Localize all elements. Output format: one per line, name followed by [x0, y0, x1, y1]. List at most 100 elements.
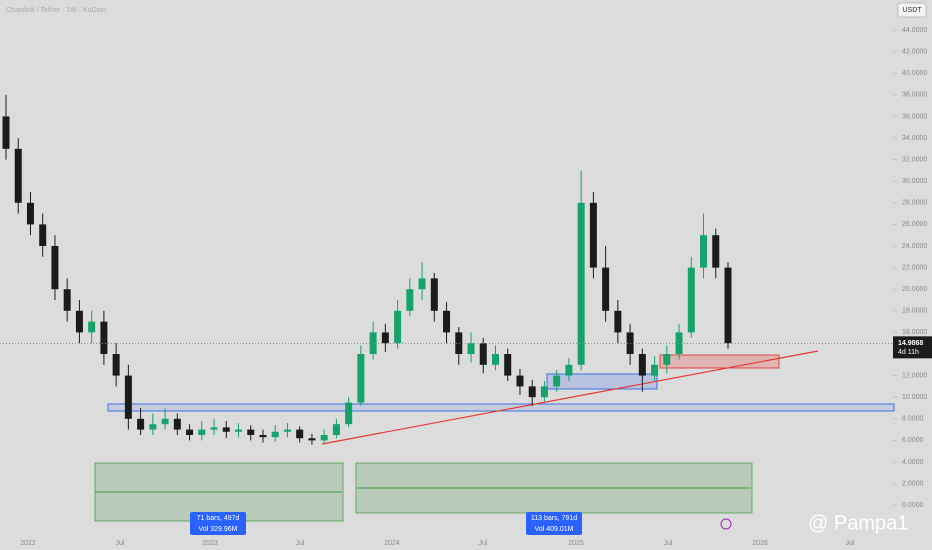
y-tick-label: 0.0000 — [902, 502, 924, 509]
candle-body — [259, 434, 267, 438]
x-tick-label: 2025 — [568, 540, 584, 547]
measure-bars: 71 bars, 497d — [197, 515, 240, 522]
candle-body — [614, 310, 622, 333]
candle-body — [39, 224, 47, 247]
y-tick-label: 20.0000 — [902, 286, 927, 293]
y-tick-label: 12.0000 — [902, 372, 927, 379]
candle-body — [26, 202, 34, 225]
candle-body — [296, 429, 304, 439]
candle-body — [663, 353, 671, 365]
candle-body — [577, 202, 585, 365]
candle-body — [332, 424, 340, 435]
candle-body — [406, 289, 414, 311]
candle-body — [430, 278, 438, 311]
candle-body — [479, 343, 487, 365]
chart-title: Chainlink / Tether · 1W · KuCoin — [6, 7, 106, 14]
candle-body — [565, 364, 573, 376]
candle-body — [553, 375, 561, 387]
y-tick-label: 32.0000 — [902, 156, 927, 163]
candle-body — [198, 429, 206, 435]
candle-body — [467, 343, 475, 354]
candle-body — [137, 418, 145, 430]
y-tick-label: 4.0000 — [902, 459, 924, 466]
candle-body — [675, 332, 683, 354]
y-tick-label: 28.0000 — [902, 200, 927, 207]
candle-body — [394, 310, 402, 344]
x-tick-label: Jul — [296, 540, 305, 547]
candle-body — [75, 310, 83, 333]
x-tick-label: Jul — [116, 540, 125, 547]
candle-body — [700, 235, 708, 268]
candle-body — [345, 402, 353, 425]
candle-body — [504, 353, 512, 376]
candle-body — [271, 431, 279, 438]
last-price-label: 14.9868 — [898, 340, 923, 347]
candle-body — [602, 267, 610, 311]
y-tick-label: 40.0000 — [902, 70, 927, 77]
candle-body — [724, 267, 732, 344]
y-tick-label: 34.0000 — [902, 135, 927, 142]
candle-body — [369, 332, 377, 354]
candle-body — [455, 332, 463, 354]
candle-body — [357, 353, 365, 403]
candle-body — [418, 278, 426, 290]
candle-body — [443, 310, 451, 333]
watermark: @ Pampa1 — [808, 512, 908, 534]
y-tick-label: 2.0000 — [902, 480, 924, 487]
candle-body — [2, 116, 10, 149]
candle-body — [51, 246, 59, 290]
y-tick-label: 30.0000 — [902, 178, 927, 185]
y-tick-label: 16.0000 — [902, 329, 927, 336]
y-tick-label: 10.0000 — [902, 394, 927, 401]
y-tick-label: 42.0000 — [902, 48, 927, 55]
x-tick-label: Jul — [846, 540, 855, 547]
candle-body — [100, 321, 108, 354]
measure-volume: Vol 329.96M — [199, 526, 238, 533]
candle-body — [112, 353, 120, 376]
candle-body — [320, 434, 328, 441]
candle-body — [687, 267, 695, 333]
y-tick-label: 18.0000 — [902, 308, 927, 315]
measure-bars: 113 bars, 791d — [531, 515, 577, 522]
candle-body — [210, 427, 218, 430]
candle-body — [63, 289, 71, 311]
candle-body — [308, 438, 316, 441]
currency[interactable]: USDT — [902, 7, 922, 14]
y-tick-label: 36.0000 — [902, 113, 927, 120]
candle-body — [638, 353, 646, 376]
candle-body — [712, 235, 720, 268]
currency-box[interactable] — [897, 2, 927, 18]
candle-body — [222, 427, 230, 432]
candle-body — [14, 148, 22, 203]
last-price-box — [893, 336, 932, 359]
candle-body — [161, 418, 169, 425]
y-tick-label: 26.0000 — [902, 221, 927, 228]
y-tick-label: 44.0000 — [902, 27, 927, 34]
candle-body — [589, 202, 597, 268]
candle-body — [528, 386, 536, 398]
y-tick-label: 22.0000 — [902, 264, 927, 271]
y-tick-label: 24.0000 — [902, 243, 927, 250]
measure-volume: Vol 409.01M — [535, 526, 574, 533]
candle-body — [149, 424, 157, 430]
candle-body — [516, 375, 524, 387]
x-tick-label: 2023 — [202, 540, 218, 547]
x-tick-label: Jul — [479, 540, 488, 547]
x-tick-label: 2026 — [752, 540, 768, 547]
x-tick-label: 2024 — [384, 540, 400, 547]
candle-body — [88, 321, 96, 333]
countdown: 4d 11h — [898, 349, 919, 356]
x-tick-label: Jul — [664, 540, 673, 547]
candle-body — [381, 332, 389, 344]
candle-body — [173, 418, 181, 430]
y-tick-label: 8.0000 — [902, 416, 924, 423]
y-tick-label: 6.0000 — [902, 437, 924, 444]
candle-body — [651, 364, 659, 376]
candle-body — [235, 429, 243, 432]
candle-body — [491, 353, 499, 365]
candle-body — [186, 429, 194, 435]
candle-body — [247, 429, 255, 435]
drawings — [94, 350, 895, 535]
candle-body — [540, 386, 548, 398]
